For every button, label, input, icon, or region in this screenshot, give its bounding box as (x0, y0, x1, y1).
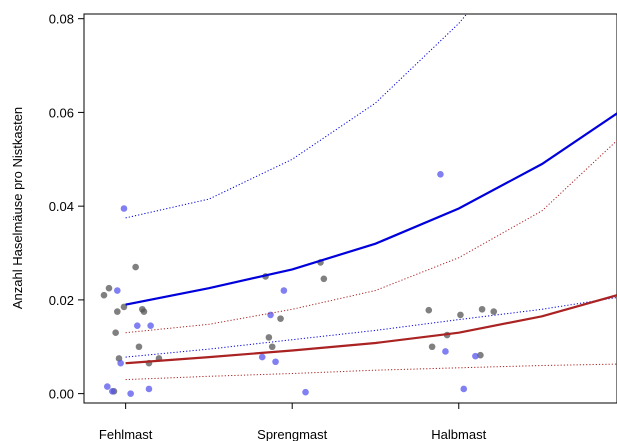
x-tick-label-0: Fehlmast (99, 427, 153, 441)
grey-point-22 (457, 311, 464, 319)
points-layer (100, 170, 498, 397)
blue-point-8 (147, 322, 154, 329)
blue-point-3 (117, 359, 124, 367)
grey-point-1 (105, 284, 113, 292)
grey-point-8 (135, 343, 143, 351)
blue-point-9 (258, 353, 266, 361)
grey-point-7 (132, 263, 139, 271)
y-axis-title: Anzahl Haselmäuse pro Nistkasten (10, 107, 25, 309)
y-tick-label-2: 0.04 (49, 199, 74, 214)
blue-point-11 (272, 358, 279, 366)
blue-point-4 (120, 205, 128, 212)
grey-point-20 (428, 343, 436, 351)
blue-upper-band (125, 14, 468, 219)
blue-point-14 (437, 170, 444, 178)
y-axis: 0.00 0.02 0.04 0.06 0.08 (49, 12, 84, 402)
grey-point-6 (120, 303, 128, 311)
blue-point-2 (114, 287, 121, 294)
grey-point-3 (112, 329, 119, 336)
grey-point-23 (477, 351, 484, 359)
grey-point-25 (490, 308, 498, 315)
y-tick-label-0: 0.00 (49, 387, 74, 402)
red-upper-band (125, 140, 617, 334)
grey-point-14 (265, 334, 273, 341)
grey-point-19 (425, 306, 433, 314)
grey-point-16 (277, 315, 284, 322)
red-lower-band (125, 363, 617, 381)
blue-point-7 (145, 385, 153, 393)
x-tick-label-1: Sprengmast (257, 427, 327, 441)
blue-point-1 (109, 387, 116, 395)
x-tick-label-2: Halbmast (431, 427, 486, 441)
blue-lower-band (125, 297, 617, 358)
blue-point-12 (280, 287, 288, 294)
grey-point-24 (478, 305, 486, 313)
blue-point-10 (267, 311, 274, 319)
grey-point-10 (140, 308, 148, 315)
blue-point-6 (134, 322, 141, 329)
blue-point-5 (127, 390, 134, 397)
fit-lines (125, 112, 617, 365)
plot-frame (83, 13, 617, 404)
blue-fit-line (125, 112, 617, 306)
grey-point-0 (100, 291, 108, 299)
blue-point-16 (460, 385, 468, 393)
x-axis: Fehlmast Sprengmast Halbmast (99, 403, 487, 441)
y-tick-label-4: 0.08 (49, 12, 74, 27)
y-tick-label-3: 0.06 (49, 105, 74, 120)
plot-area (100, 14, 617, 397)
grey-point-18 (320, 275, 328, 283)
grey-point-4 (114, 308, 121, 315)
blue-point-13 (302, 388, 309, 396)
red-fit-line (125, 294, 617, 365)
blue-point-0 (104, 383, 111, 390)
confidence-bands (125, 14, 617, 381)
blue-point-17 (472, 352, 479, 360)
y-tick-label-1: 0.02 (49, 293, 74, 308)
blue-point-15 (442, 348, 449, 355)
grey-point-15 (268, 343, 276, 351)
